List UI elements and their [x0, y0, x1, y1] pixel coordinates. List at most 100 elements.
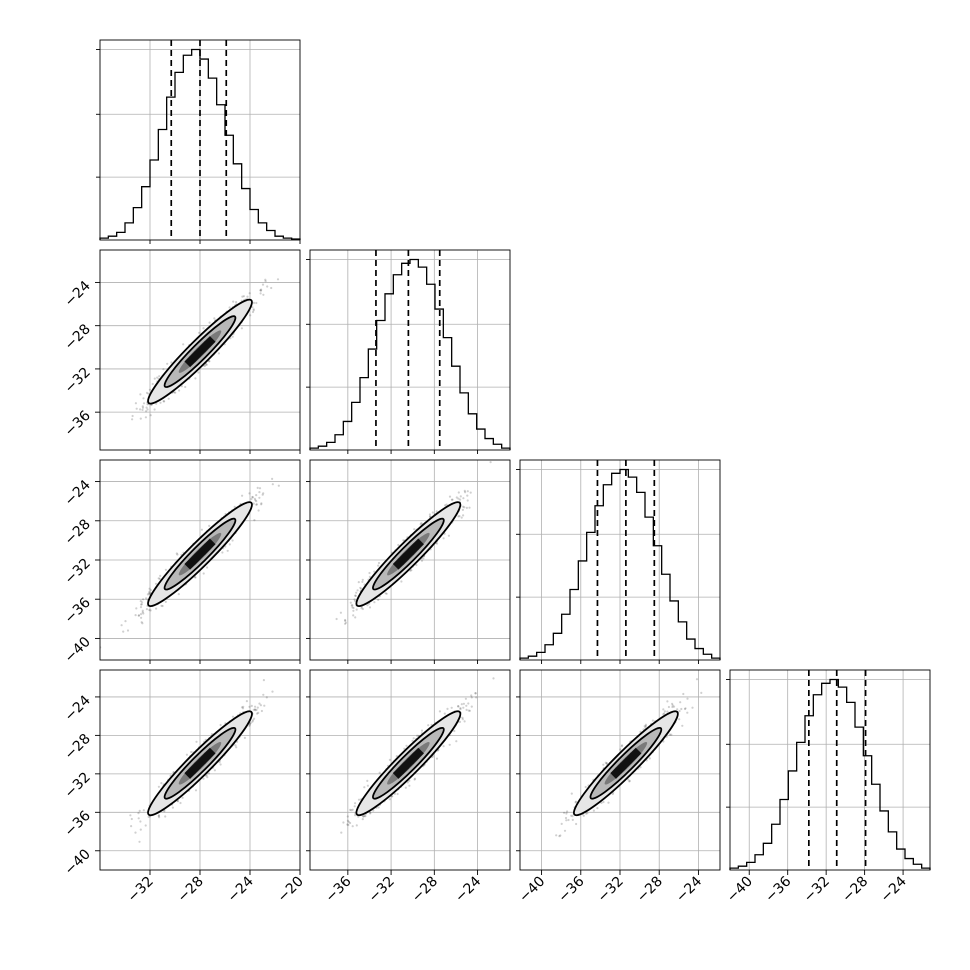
scatter-point: [147, 815, 150, 819]
scatter-point: [361, 607, 364, 611]
scatter-point: [138, 809, 141, 813]
scatter-point: [462, 514, 465, 517]
scatter-point: [256, 486, 259, 489]
scatter-point: [202, 572, 205, 575]
scatter-point: [175, 552, 178, 555]
scatter-point: [385, 592, 388, 595]
scatter-point: [142, 402, 146, 405]
scatter-point: [420, 522, 423, 525]
scatter-point: [146, 408, 149, 411]
scatter-point: [262, 679, 265, 682]
scatter-point: [142, 809, 145, 812]
scatter-point: [361, 578, 364, 581]
scatter-point: [140, 603, 143, 606]
scatter-point: [339, 611, 342, 614]
scatter-point: [409, 569, 412, 572]
scatter-point: [205, 363, 208, 366]
scatter-point: [351, 604, 354, 607]
scatter-point: [194, 789, 198, 792]
scatter-point: [164, 600, 167, 604]
scatter-point: [461, 508, 464, 511]
scatter-point: [344, 618, 347, 622]
scatter-point: [242, 295, 245, 298]
scatter-point: [139, 820, 142, 823]
scatter-point: [164, 568, 167, 571]
scatter-point: [131, 414, 134, 418]
scatter-point: [139, 600, 142, 603]
scatter-point: [243, 736, 246, 740]
scatter-point: [354, 599, 357, 603]
scatter-point: [262, 492, 265, 495]
scatter-point: [162, 368, 165, 371]
scatter-point: [251, 495, 254, 499]
scatter-point: [163, 810, 166, 813]
scatter-point: [141, 405, 144, 408]
scatter-point: [231, 539, 234, 542]
scatter-point: [137, 614, 140, 617]
scatter-point: [149, 609, 152, 612]
scatter-point: [260, 503, 263, 506]
scatter-point: [436, 542, 439, 545]
scatter-point: [466, 494, 469, 497]
scatter-point: [203, 364, 206, 368]
scatter-point: [180, 385, 183, 388]
scatter-point: [228, 543, 231, 546]
scatter-point: [184, 385, 187, 389]
scatter-point: [147, 592, 151, 595]
scatter-point: [160, 604, 163, 607]
scatter-point: [357, 581, 360, 584]
scatter-point: [232, 300, 235, 303]
scatter-point: [460, 516, 463, 519]
scatter-point: [354, 616, 357, 619]
scatter-point: [349, 601, 352, 604]
scatter-point: [259, 289, 263, 292]
scatter-point: [397, 543, 400, 547]
scatter-point: [161, 604, 164, 608]
scatter-point: [448, 495, 452, 498]
scatter-point: [218, 761, 221, 764]
scatter-point: [255, 503, 258, 506]
scatter-point: [208, 524, 211, 528]
scatter-point: [248, 724, 251, 727]
scatter-point: [182, 343, 185, 346]
scatter-point: [420, 559, 424, 562]
scatter-point: [153, 408, 156, 411]
scatter-point: [250, 497, 253, 501]
scatter-point: [141, 601, 144, 604]
scatter-point: [373, 601, 376, 604]
scatter-point: [262, 293, 265, 296]
scatter-point: [167, 397, 170, 400]
scatter-point: [157, 577, 160, 580]
scatter-point: [137, 817, 140, 820]
scatter-point: [158, 577, 161, 581]
scatter-point: [377, 564, 380, 567]
scatter-point: [171, 806, 174, 809]
scatter-point: [129, 814, 132, 817]
scatter-point: [457, 497, 460, 500]
scatter-point: [240, 327, 243, 330]
scatter-point: [145, 608, 148, 611]
scatter-point: [140, 603, 143, 606]
scatter-point: [208, 321, 211, 324]
scatter-point: [384, 592, 387, 595]
scatter-point: [253, 497, 256, 500]
scatter-point: [252, 502, 255, 505]
scatter-point: [148, 608, 151, 612]
scatter-point: [141, 611, 144, 614]
scatter-point: [154, 582, 158, 585]
scatter-point: [139, 408, 142, 411]
scatter-point: [190, 750, 193, 754]
scatter-point: [442, 537, 445, 540]
scatter-point: [350, 604, 353, 607]
scatter-point: [251, 720, 254, 723]
scatter-point: [235, 746, 238, 749]
scatter-point: [139, 828, 142, 831]
scatter-point: [135, 607, 138, 610]
scatter-point: [270, 286, 273, 290]
scatter-point: [368, 575, 371, 579]
scatter-point: [262, 693, 265, 696]
scatter-point: [361, 580, 364, 584]
scatter-point: [252, 309, 255, 312]
scatter-point: [415, 563, 418, 567]
